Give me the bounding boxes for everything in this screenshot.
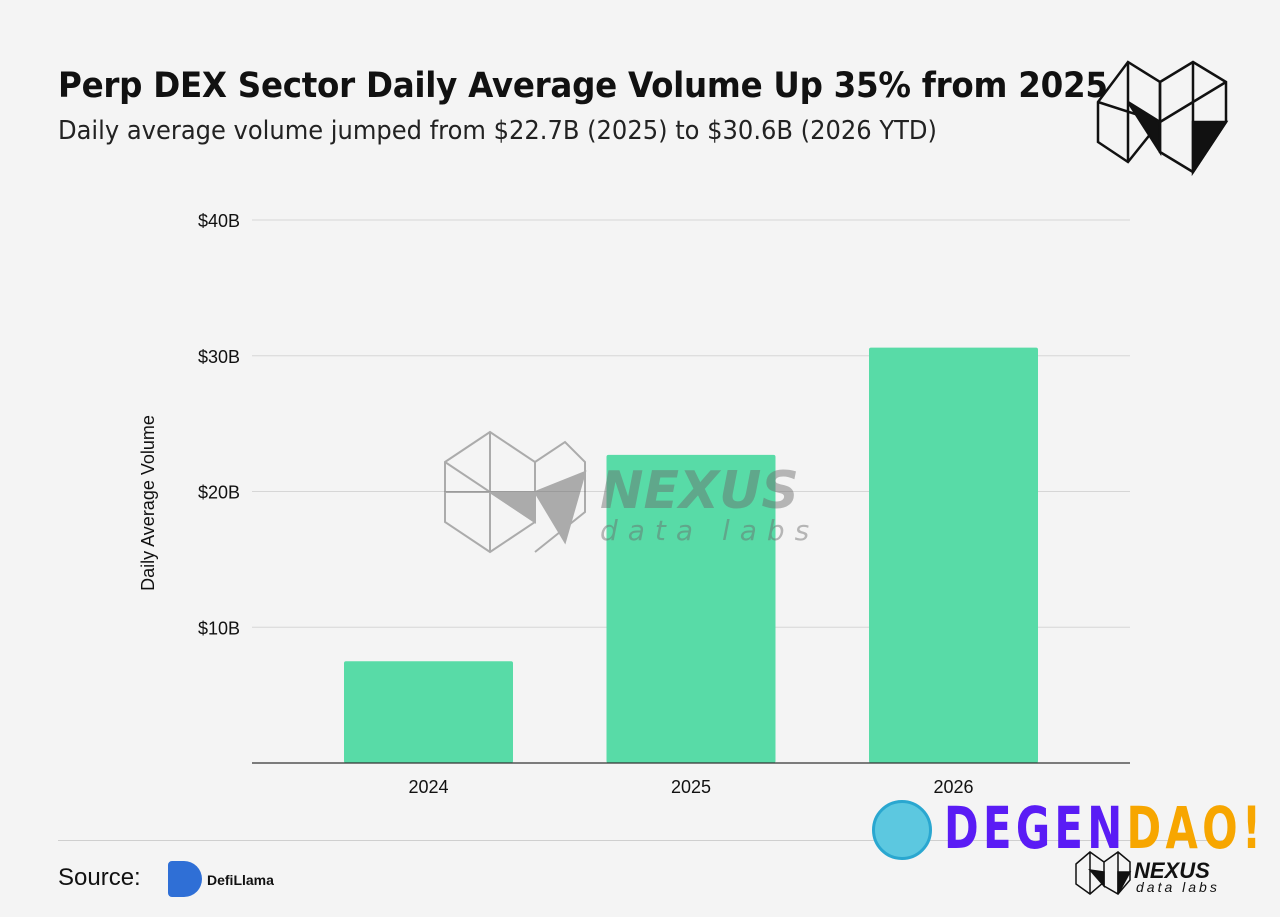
source-name: DefiLlama — [207, 872, 274, 888]
y-tick-label: $30B — [198, 347, 240, 367]
dao-text: DAO! — [1126, 794, 1266, 862]
y-tick-label: $20B — [198, 483, 240, 503]
footer-divider — [58, 840, 1222, 841]
degen-avatar-icon — [872, 800, 932, 860]
watermark-brand: NEXUS — [600, 461, 799, 521]
defillama-logo-icon — [168, 861, 202, 897]
x-tick-label: 2024 — [408, 777, 448, 797]
source-label: Source: — [58, 864, 141, 891]
y-tick-label: $10B — [198, 618, 240, 638]
bar-2026 — [869, 347, 1038, 763]
watermark: NEXUS data labs — [444, 430, 819, 554]
watermark-sub: data labs — [600, 514, 819, 547]
y-axis-label: Daily Average Volume — [138, 415, 158, 591]
chart-title: Perp DEX Sector Daily Average Volume Up … — [58, 66, 1108, 106]
nexus-small-brand: NEXUS — [1134, 858, 1210, 883]
y-tick-label: $40B — [198, 211, 240, 231]
nexus-small-sub: data labs — [1136, 879, 1220, 895]
chart-subtitle: Daily average volume jumped from $22.7B … — [58, 116, 937, 146]
x-tick-label: 2026 — [933, 777, 973, 797]
nexus-logo-icon — [1096, 60, 1229, 177]
x-tick-label: 2025 — [671, 777, 711, 797]
bar-2025 — [606, 454, 776, 763]
bar-2024 — [344, 661, 513, 763]
degen-text: DEGEN — [944, 794, 1127, 862]
